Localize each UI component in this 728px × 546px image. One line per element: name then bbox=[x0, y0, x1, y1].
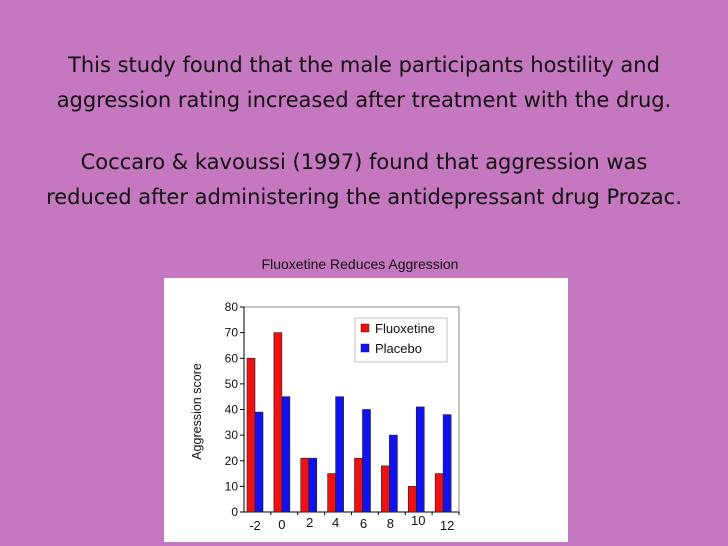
y-tick-label: 50 bbox=[225, 377, 239, 391]
x-tick-label: 2 bbox=[306, 515, 313, 530]
bar-fluoxetine-10 bbox=[407, 486, 417, 513]
study-text-2-line-1: Coccaro & kavoussi (1997) found that agg… bbox=[80, 150, 648, 174]
bar-placebo-12 bbox=[442, 414, 452, 513]
legend-swatch-fluoxetine bbox=[360, 323, 370, 333]
bar-fluoxetine--2 bbox=[246, 357, 256, 513]
bar-fluoxetine-0 bbox=[273, 332, 283, 513]
y-tick-label: 40 bbox=[225, 403, 239, 417]
chart-title: Fluoxetine Reduces Aggression bbox=[261, 256, 459, 272]
x-tick-label: 8 bbox=[387, 516, 394, 531]
bar-fluoxetine-8 bbox=[381, 465, 390, 513]
x-tick-label: 6 bbox=[360, 516, 367, 531]
bar-placebo-4 bbox=[335, 396, 344, 513]
bar-placebo-2 bbox=[308, 457, 318, 513]
bar-placebo--2 bbox=[254, 411, 264, 513]
study-text-1: This study found that the male participa… bbox=[0, 48, 728, 118]
y-tick-label: 60 bbox=[225, 351, 239, 365]
y-tick-label: 0 bbox=[231, 505, 238, 519]
x-tick-label: 4 bbox=[332, 515, 339, 530]
y-tick-label: 10 bbox=[225, 479, 239, 493]
y-axis-label: Aggression score bbox=[190, 363, 204, 460]
legend-label-fluoxetine: Fluoxetine bbox=[375, 321, 435, 336]
y-tick-label: 70 bbox=[225, 326, 239, 340]
bar-fluoxetine-6 bbox=[354, 457, 363, 513]
study-text-2-line-2: reduced after administering the antidepr… bbox=[46, 185, 682, 209]
bar-placebo-8 bbox=[389, 434, 398, 513]
x-tick-label: 12 bbox=[440, 518, 454, 533]
bar-placebo-10 bbox=[415, 406, 425, 513]
x-tick-label: 0 bbox=[278, 517, 285, 532]
bar-placebo-6 bbox=[362, 409, 371, 513]
y-tick-label: 20 bbox=[225, 454, 239, 468]
x-tick-label: 10 bbox=[411, 513, 425, 528]
legend-label-placebo: Placebo bbox=[375, 341, 422, 356]
x-tick-label: -2 bbox=[249, 518, 261, 533]
y-tick-label: 30 bbox=[225, 428, 239, 442]
legend-swatch-placebo bbox=[360, 343, 370, 353]
study-text-2: Coccaro & kavoussi (1997) found that agg… bbox=[0, 145, 728, 215]
bar-fluoxetine-2 bbox=[300, 457, 310, 513]
y-tick-label: 80 bbox=[225, 300, 239, 314]
study-text-1-line-2: aggression rating increased after treatm… bbox=[56, 88, 672, 112]
study-text-1-line-1: This study found that the male participa… bbox=[68, 53, 660, 77]
bar-placebo-0 bbox=[281, 396, 291, 513]
bar-fluoxetine-4 bbox=[327, 473, 336, 513]
legend-box bbox=[354, 317, 448, 363]
bar-fluoxetine-12 bbox=[434, 473, 444, 513]
